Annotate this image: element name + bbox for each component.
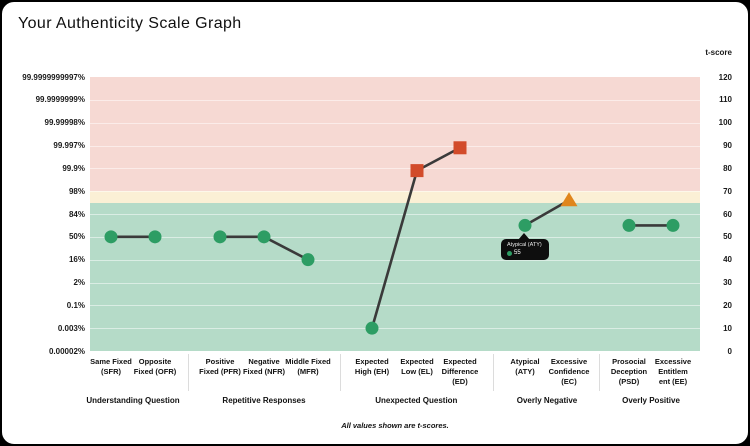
x-label-eh: Expected High (EH)	[354, 357, 390, 376]
right-tick-70: 70	[723, 186, 732, 196]
x-label-el: Expected Low (EL)	[400, 357, 434, 376]
group-separator	[340, 354, 341, 391]
tooltip-title: Atypical (ATY)	[507, 242, 542, 248]
left-tick-90: 99.997%	[53, 141, 85, 150]
right-tick-60: 60	[723, 209, 732, 219]
left-tick-70: 98%	[68, 186, 85, 196]
x-label-ofr: Opposite Fixed (OFR)	[133, 357, 177, 376]
gridline	[90, 145, 700, 147]
x-label-sfr: Same Fixed (SFR)	[90, 357, 132, 376]
tooltip-value: 55	[514, 250, 521, 256]
x-label-ee: Excessive Entitlem ent (EE)	[654, 357, 692, 386]
page-title: Your Authenticity Scale Graph	[18, 15, 242, 32]
data-point-ed[interactable]	[453, 141, 467, 155]
left-tick-30: 2%	[73, 278, 85, 287]
right-tick-50: 50	[723, 232, 732, 242]
gridline	[90, 168, 700, 170]
left-tick-0: 0.00002%	[48, 346, 85, 356]
group-separator	[599, 354, 600, 391]
x-label-pfr: Positive Fixed (PFR)	[199, 357, 241, 376]
zone-caution	[90, 191, 700, 203]
data-point-pfr[interactable]	[213, 230, 227, 244]
gridline	[90, 191, 700, 193]
right-tick-100: 100	[718, 118, 732, 128]
gridline	[90, 236, 700, 238]
data-point-ee[interactable]	[666, 218, 680, 232]
right-tick-40: 40	[723, 255, 732, 265]
left-tick-120: 99.9999999997%	[22, 72, 85, 82]
group-label-unexpected-question: Unexpected Question	[375, 396, 458, 405]
tooltip-series-dot-icon	[507, 250, 512, 256]
tooltip-atypical: Atypical (ATY) 55	[501, 233, 549, 260]
gridline	[90, 328, 700, 330]
right-tick-110: 110	[719, 95, 732, 105]
footer-note: All values shown are t-scores.	[341, 421, 449, 430]
group-label-overly-negative: Overly Negative	[516, 396, 578, 405]
gridline	[90, 99, 700, 101]
data-point-psd[interactable]	[622, 218, 636, 232]
data-point-nfr[interactable]	[257, 230, 271, 244]
gridline	[90, 282, 700, 284]
data-point-ec[interactable]	[560, 192, 578, 207]
gridline	[90, 122, 700, 124]
left-tick-110: 99.9999999%	[35, 95, 85, 105]
gridline	[90, 305, 700, 307]
tooltip-value-row: 55	[507, 250, 542, 256]
left-tick-40: 16%	[68, 255, 85, 265]
x-label-mfr: Middle Fixed (MFR)	[285, 357, 331, 376]
data-point-ofr[interactable]	[148, 230, 162, 244]
right-tick-20: 20	[723, 300, 732, 310]
group-label-repetitive-responses: Repetitive Responses	[222, 396, 306, 405]
left-tick-80: 99.9%	[62, 163, 85, 173]
right-tick-90: 90	[723, 141, 732, 150]
data-point-aty[interactable]	[518, 218, 532, 232]
gridline	[90, 214, 700, 215]
data-point-el[interactable]	[410, 164, 424, 178]
left-tick-50: 50%	[68, 232, 85, 242]
left-tick-10: 0.003%	[57, 323, 85, 333]
group-label-overly-positive: Overly Positive	[622, 396, 680, 405]
x-label-aty: Atypical (ATY)	[510, 357, 540, 376]
series-plot	[104, 141, 680, 335]
tooltip-caret-icon	[518, 233, 530, 240]
left-tick-100: 99.99998%	[44, 118, 85, 128]
right-tick-10: 10	[723, 323, 732, 333]
right-tick-0: 0	[727, 346, 732, 356]
zone-elevated	[90, 77, 700, 192]
x-label-nfr: Negative Fixed (NFR)	[242, 357, 286, 376]
group-separator	[187, 354, 189, 391]
right-tick-30: 30	[723, 278, 732, 287]
plot-area: Atypical (ATY) 55	[90, 77, 700, 351]
right-tick-80: 80	[723, 163, 732, 173]
data-point-eh[interactable]	[365, 321, 379, 335]
x-label-psd: Prosocial Deception (PSD)	[610, 357, 648, 386]
gridline	[90, 259, 700, 261]
right-axis-title: t-score	[705, 48, 732, 57]
group-separator	[492, 354, 494, 391]
left-tick-20: 0.1%	[66, 300, 85, 310]
zone-normal	[90, 202, 700, 351]
data-point-sfr[interactable]	[104, 230, 118, 244]
x-label-ed: Expected Difference (ED)	[441, 357, 479, 386]
x-label-ec: Excessive Confidence (EC)	[548, 357, 590, 386]
right-tick-120: 120	[718, 72, 732, 82]
group-label-understanding-question: Understanding Question	[86, 396, 180, 405]
left-tick-60: 84%	[68, 209, 85, 219]
data-point-mfr[interactable]	[301, 253, 315, 267]
